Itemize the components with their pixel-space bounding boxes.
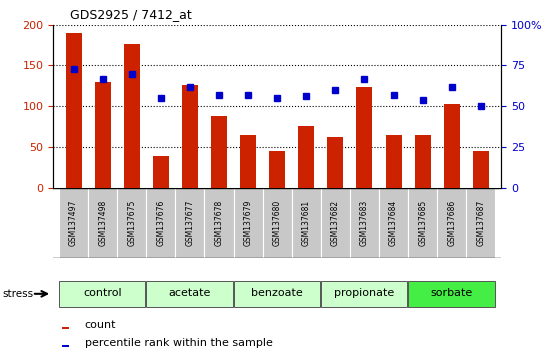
Bar [350,188,379,258]
Bar [292,188,321,258]
Bar [437,188,466,258]
Text: GSM137497: GSM137497 [69,200,78,246]
Bar [444,104,460,188]
Text: GSM137683: GSM137683 [360,200,369,246]
Bar [298,126,314,188]
Bar [117,188,146,258]
Bar [153,156,169,188]
Bar [88,188,117,258]
Text: benzoate: benzoate [251,288,303,298]
Bar [357,87,372,188]
Text: GSM137687: GSM137687 [477,200,486,246]
Bar [234,281,320,307]
Text: acetate: acetate [169,288,211,298]
Text: GSM137678: GSM137678 [214,200,223,246]
Bar [62,327,69,329]
Bar [240,135,256,188]
Bar [146,281,233,307]
Text: stress: stress [3,289,34,299]
Bar [379,188,408,258]
Bar [473,151,489,188]
Bar [269,151,285,188]
Bar [211,116,227,188]
Bar [321,281,407,307]
Bar [321,188,350,258]
Bar [234,188,263,258]
Bar [59,188,88,258]
Text: GSM137684: GSM137684 [389,200,398,246]
Bar [328,137,343,188]
Bar [66,33,82,188]
Text: GDS2925 / 7412_at: GDS2925 / 7412_at [70,8,192,21]
Text: GSM137677: GSM137677 [185,200,194,246]
Bar [182,85,198,188]
Text: propionate: propionate [334,288,395,298]
Bar [146,188,175,258]
Text: GSM137680: GSM137680 [273,200,282,246]
Text: GSM137686: GSM137686 [447,200,456,246]
Bar [408,281,494,307]
Bar [95,82,111,188]
Bar [414,135,431,188]
Bar [204,188,234,258]
Bar [386,135,402,188]
Bar [466,188,496,258]
Text: GSM137681: GSM137681 [302,200,311,246]
Bar [263,188,292,258]
Text: GSM137675: GSM137675 [127,200,136,246]
Bar [59,281,146,307]
Bar [124,44,140,188]
Text: GSM137679: GSM137679 [244,200,253,246]
Text: GSM137676: GSM137676 [156,200,165,246]
Text: count: count [85,320,116,330]
Text: GSM137498: GSM137498 [98,200,107,246]
Bar [175,188,204,258]
Bar [408,188,437,258]
Text: sorbate: sorbate [431,288,473,298]
Bar [62,345,69,347]
Text: GSM137685: GSM137685 [418,200,427,246]
Text: control: control [83,288,122,298]
Text: percentile rank within the sample: percentile rank within the sample [85,338,272,348]
Text: GSM137682: GSM137682 [331,200,340,246]
